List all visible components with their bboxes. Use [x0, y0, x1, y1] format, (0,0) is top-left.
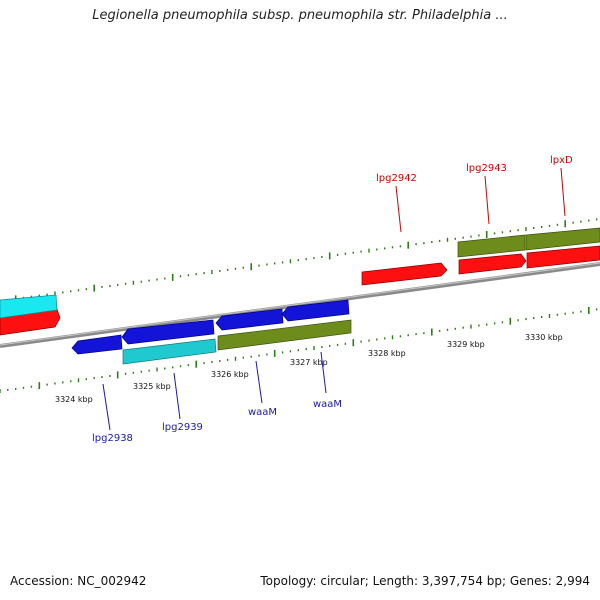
gene-label-waaM[interactable]: waaM	[248, 407, 277, 418]
gene-arrow[interactable]	[122, 338, 217, 365]
forward-gene-labels: lpg2942 lpg2943 lpxD	[376, 155, 573, 233]
scale-label: 3325 kbp	[133, 382, 171, 391]
label-leader	[173, 372, 181, 420]
label-leader	[560, 167, 566, 217]
genome-stats-label: Topology: circular; Length: 3,397,754 bp…	[260, 574, 590, 588]
gene-label-lpg2939[interactable]: lpg2939	[162, 422, 203, 433]
lower-tick-track	[0, 307, 598, 393]
label-leader	[320, 351, 327, 394]
label-leader	[484, 175, 490, 225]
scale-label: 3330 kbp	[525, 333, 563, 342]
label-leader	[395, 185, 402, 233]
scale-label: 3327 kbp	[290, 358, 328, 367]
genome-backbone-highlight	[0, 262, 600, 346]
scale-label: 3329 kbp	[447, 340, 485, 349]
gene-label-lpxD[interactable]: lpxD	[550, 155, 573, 166]
gene-arrow[interactable]	[217, 319, 352, 351]
gene-label-lpg2938[interactable]: lpg2938	[92, 433, 133, 444]
gene-arrow[interactable]	[281, 299, 350, 322]
gene-arrow[interactable]	[71, 334, 123, 355]
label-leader	[255, 360, 263, 404]
label-leader	[102, 383, 111, 431]
gene-arrow[interactable]	[457, 234, 526, 258]
gene-label-waaM[interactable]: waaM	[313, 399, 342, 410]
upper-tick-track	[0, 218, 598, 303]
accession-label: Accession: NC_002942	[10, 574, 147, 588]
forward-genes	[0, 227, 600, 336]
gene-arrow[interactable]	[458, 253, 527, 275]
scale-label: 3328 kbp	[368, 349, 406, 358]
reverse-genes	[71, 299, 352, 365]
gene-arrow[interactable]	[526, 245, 600, 269]
gene-arrow[interactable]	[361, 262, 448, 286]
scale-label: 3324 kbp	[55, 395, 93, 404]
scale-labels: 3324 kbp 3325 kbp 3326 kbp 3327 kbp 3328…	[55, 333, 563, 404]
genome-backbone	[0, 262, 600, 348]
gene-arrow[interactable]	[121, 319, 215, 345]
reverse-gene-labels: lpg2938 lpg2939 waaM waaM	[92, 351, 342, 444]
gene-arrow[interactable]	[525, 227, 600, 251]
gene-arrow[interactable]	[215, 308, 284, 331]
scale-label: 3326 kbp	[211, 370, 249, 379]
map-title: Legionella pneumophila subsp. pneumophil…	[92, 8, 508, 23]
gene-label-lpg2943[interactable]: lpg2943	[466, 163, 507, 174]
gene-arrow[interactable]	[0, 294, 58, 319]
gene-label-lpg2942[interactable]: lpg2942	[376, 173, 417, 184]
